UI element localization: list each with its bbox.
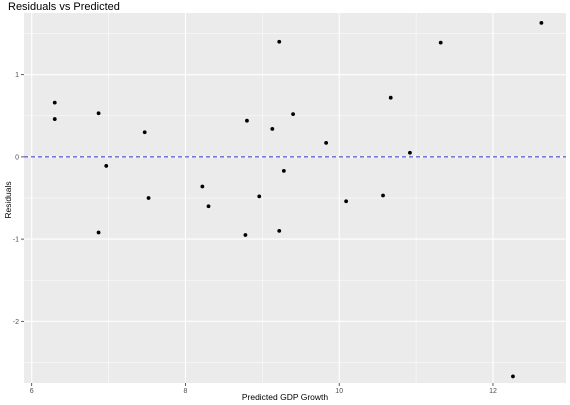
data-point xyxy=(438,40,443,45)
data-point xyxy=(539,20,544,25)
x-axis-ticks: 6 8 10 12 xyxy=(30,383,497,395)
data-point xyxy=(142,130,147,135)
y-tick-label: -2 xyxy=(13,319,19,326)
data-point xyxy=(200,184,205,189)
data-point xyxy=(281,168,286,173)
x-tick-label: 12 xyxy=(489,388,497,395)
x-tick-label: 10 xyxy=(335,388,343,395)
data-point xyxy=(104,164,109,168)
data-point xyxy=(96,111,101,116)
y-tick-label: 1 xyxy=(15,72,19,79)
data-point xyxy=(270,127,275,131)
y-tick-label: 0 xyxy=(15,154,19,161)
data-point xyxy=(408,150,412,155)
data-point xyxy=(511,374,515,379)
data-point xyxy=(96,230,101,235)
data-point xyxy=(206,204,211,209)
data-point xyxy=(257,194,262,199)
y-axis-ticks: -2 -1 0 1 xyxy=(13,72,24,326)
y-axis-label: Residuals xyxy=(3,181,13,219)
data-point xyxy=(277,228,282,233)
data-point xyxy=(324,141,329,145)
data-point xyxy=(277,39,282,44)
data-point xyxy=(243,233,248,237)
data-point xyxy=(245,118,249,123)
data-point xyxy=(52,117,57,121)
y-tick-label: -1 xyxy=(13,237,19,244)
x-tick-label: 6 xyxy=(30,388,34,395)
data-point xyxy=(381,193,385,198)
chart-title: Residuals vs Predicted xyxy=(8,1,120,13)
data-point xyxy=(291,112,295,117)
data-point xyxy=(344,199,349,204)
x-axis-label: Predicted GDP Growth xyxy=(241,392,329,402)
data-point xyxy=(52,100,57,105)
x-tick-label: 8 xyxy=(183,388,187,395)
data-point xyxy=(146,196,151,200)
data-points xyxy=(52,20,544,379)
data-point xyxy=(388,95,393,100)
major-gridlines xyxy=(24,13,566,383)
